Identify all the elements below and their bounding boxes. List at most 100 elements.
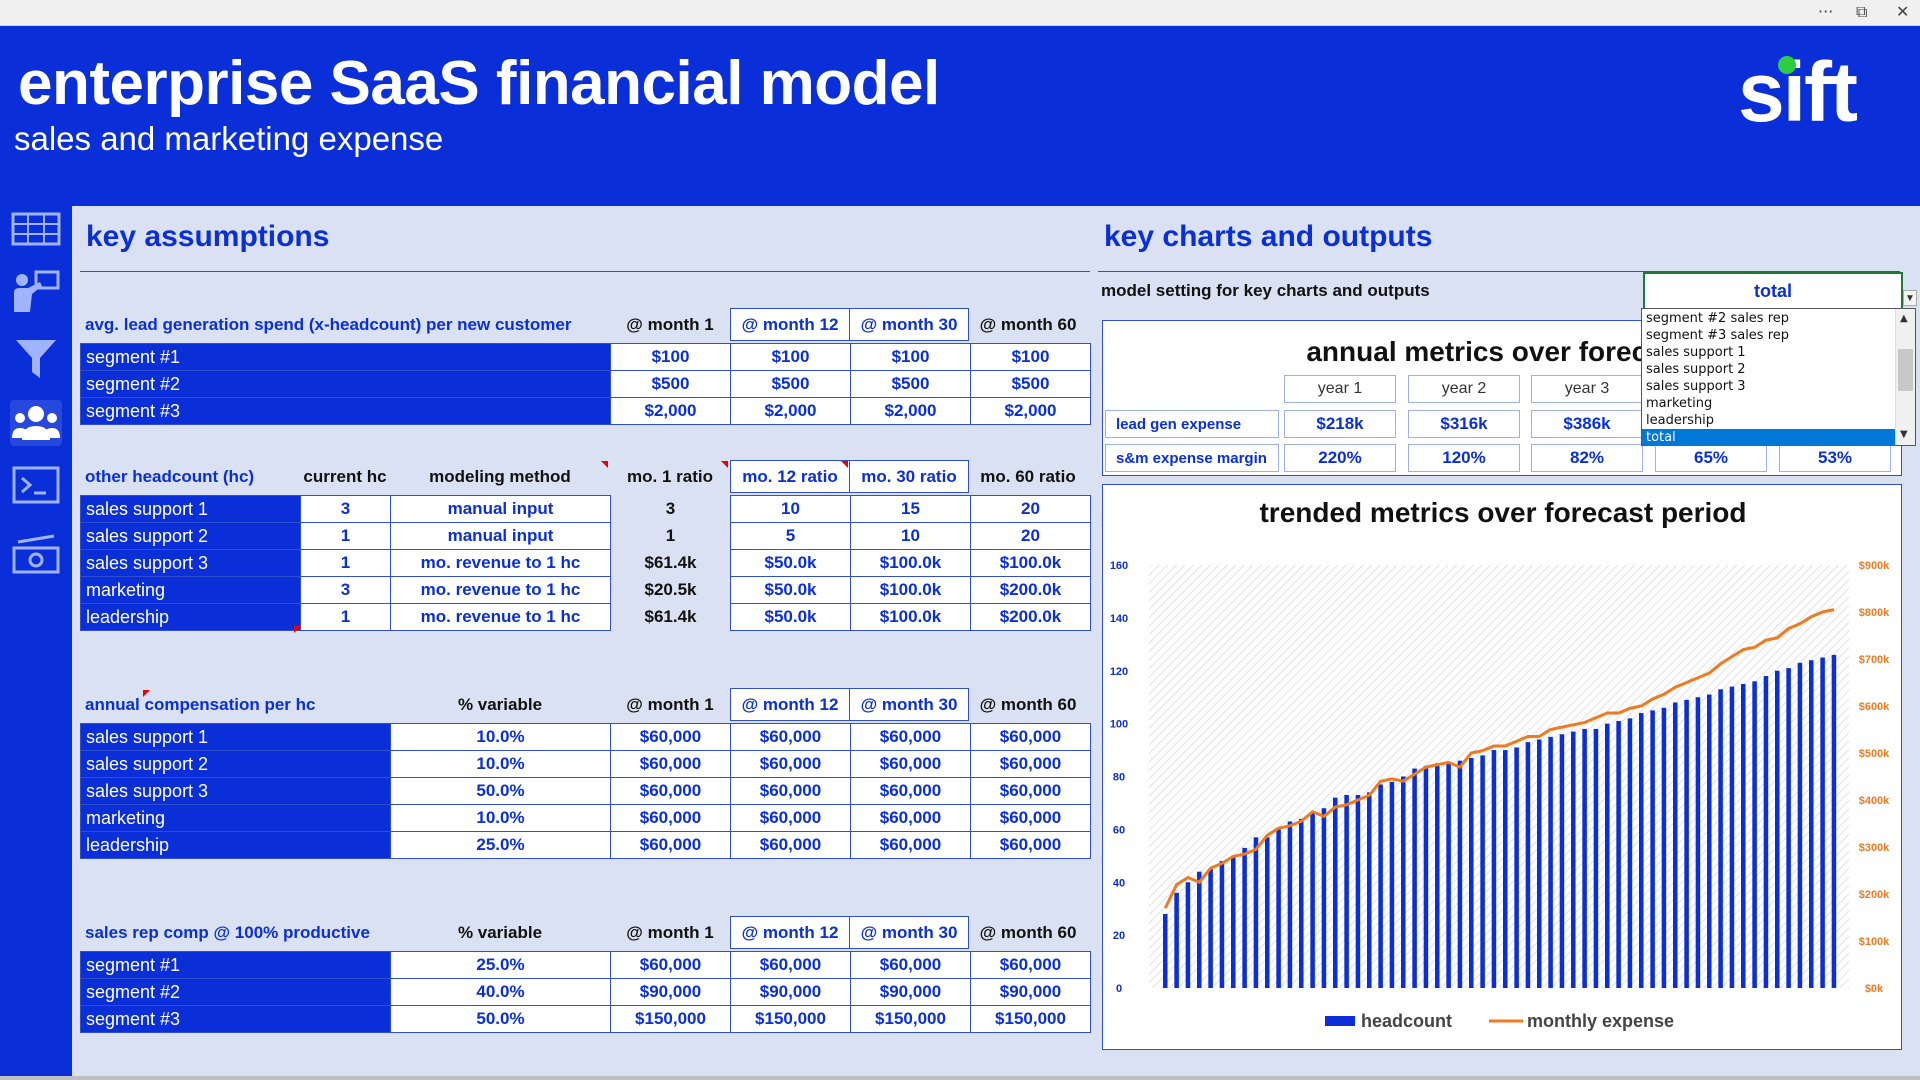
table-cell[interactable]: 5 — [730, 522, 851, 550]
dropdown-scrollbar[interactable]: ▲ ▼ — [1895, 309, 1915, 445]
table-cell[interactable]: $2,000 — [850, 397, 971, 425]
table-cell[interactable]: $60,000 — [610, 951, 731, 979]
table-cell[interactable]: $100 — [970, 343, 1091, 371]
scroll-down-icon[interactable]: ▼ — [1900, 429, 1908, 440]
table-cell[interactable]: 1 — [300, 603, 391, 631]
table-cell[interactable]: $2,000 — [970, 397, 1091, 425]
table-cell[interactable]: $20.5k — [644, 580, 697, 599]
comment-marker[interactable] — [841, 461, 848, 468]
table-cell[interactable]: $60,000 — [850, 750, 971, 778]
dropdown-option[interactable]: marketing — [1646, 396, 1713, 411]
table-cell[interactable]: $50.0k — [730, 603, 851, 631]
table-cell[interactable]: $60,000 — [610, 777, 731, 805]
dropdown-option[interactable]: segment #3 sales rep — [1646, 328, 1790, 343]
dropdown-option[interactable]: segment #2 sales rep — [1646, 311, 1790, 326]
table-cell[interactable]: 10 — [730, 495, 851, 523]
table-cell[interactable]: 1 — [665, 526, 676, 545]
close-icon[interactable]: ✕ — [1896, 2, 1910, 21]
table-cell[interactable]: $100 — [730, 343, 851, 371]
comment-marker[interactable] — [143, 690, 150, 697]
table-cell[interactable]: 40.0% — [390, 978, 611, 1006]
table-cell[interactable]: $60,000 — [730, 951, 851, 979]
terminal-icon[interactable] — [10, 462, 62, 508]
table-cell[interactable]: $60,000 — [850, 777, 971, 805]
table-cell[interactable]: mo. revenue to 1 hc — [390, 603, 611, 631]
table-cell[interactable]: 1 — [300, 522, 391, 550]
scroll-up-icon[interactable]: ▲ — [1900, 313, 1908, 324]
cash-icon[interactable] — [10, 532, 62, 578]
table-cell[interactable]: $60,000 — [610, 723, 731, 751]
table-cell[interactable]: $60,000 — [730, 723, 851, 751]
table-cell[interactable]: $2,000 — [730, 397, 851, 425]
table-cell[interactable]: 15 — [850, 495, 971, 523]
table-cell[interactable]: $60,000 — [970, 804, 1091, 832]
table-cell[interactable]: 50.0% — [390, 1005, 611, 1033]
table-cell[interactable]: $50.0k — [730, 549, 851, 577]
table-cell[interactable]: $60,000 — [610, 750, 731, 778]
chevron-down-icon[interactable]: ▼ — [1903, 290, 1917, 306]
table-cell[interactable]: 25.0% — [390, 831, 611, 859]
table-cell[interactable]: 20 — [970, 495, 1091, 523]
table-cell[interactable]: $90,000 — [610, 978, 731, 1006]
table-cell[interactable]: $60,000 — [850, 951, 971, 979]
table-cell[interactable]: $100.0k — [970, 549, 1091, 577]
model-setting-select[interactable]: total — [1643, 272, 1903, 310]
table-cell[interactable]: $500 — [730, 370, 851, 398]
table-cell[interactable]: $60,000 — [610, 831, 731, 859]
table-cell[interactable]: $90,000 — [850, 978, 971, 1006]
dropdown-option[interactable]: sales support 2 — [1646, 362, 1746, 377]
table-cell[interactable]: $50.0k — [730, 576, 851, 604]
table-cell[interactable]: $90,000 — [970, 978, 1091, 1006]
table-cell[interactable]: $100.0k — [850, 603, 971, 631]
table-cell[interactable]: $500 — [970, 370, 1091, 398]
table-cell[interactable]: $60,000 — [730, 777, 851, 805]
funnel-icon[interactable] — [10, 336, 62, 382]
table-cell[interactable]: $150,000 — [610, 1005, 731, 1033]
table-cell[interactable]: $100 — [610, 343, 731, 371]
table-cell[interactable]: $61.4k — [644, 553, 697, 572]
dropdown-option[interactable]: total — [1642, 429, 1896, 446]
dropdown-option[interactable]: sales support 3 — [1646, 379, 1746, 394]
table-cell[interactable]: $500 — [850, 370, 971, 398]
table-cell[interactable]: $100.0k — [850, 576, 971, 604]
table-cell[interactable]: $60,000 — [730, 750, 851, 778]
table-cell[interactable]: $61.4k — [644, 607, 697, 626]
restore-icon[interactable]: ⧉ — [1856, 2, 1868, 21]
table-cell[interactable]: $60,000 — [730, 831, 851, 859]
table-cell[interactable]: 3 — [665, 499, 676, 518]
table-cell[interactable]: $60,000 — [970, 723, 1091, 751]
comment-marker[interactable] — [294, 626, 301, 633]
table-cell[interactable]: $60,000 — [970, 951, 1091, 979]
table-cell[interactable]: $60,000 — [850, 831, 971, 859]
table-cell[interactable]: $2,000 — [610, 397, 731, 425]
table-cell[interactable]: $60,000 — [850, 723, 971, 751]
table-cell[interactable]: 1 — [300, 549, 391, 577]
table-cell[interactable]: mo. revenue to 1 hc — [390, 576, 611, 604]
table-cell[interactable]: 10.0% — [390, 804, 611, 832]
dropdown-option[interactable]: leadership — [1646, 413, 1715, 428]
table-cell[interactable]: $90,000 — [730, 978, 851, 1006]
table-cell[interactable]: $60,000 — [850, 804, 971, 832]
table-cell[interactable]: 25.0% — [390, 951, 611, 979]
model-setting-dropdown[interactable]: segment #2 sales rep segment #3 sales rep… — [1641, 308, 1916, 446]
table-cell[interactable]: 10.0% — [390, 723, 611, 751]
table-cell[interactable]: $200.0k — [970, 576, 1091, 604]
table-cell[interactable]: 3 — [300, 576, 391, 604]
table-cell[interactable]: $150,000 — [730, 1005, 851, 1033]
table-cell[interactable]: $60,000 — [610, 804, 731, 832]
table-cell[interactable]: $500 — [610, 370, 731, 398]
table-cell[interactable]: manual input — [390, 495, 611, 523]
presenter-icon[interactable] — [10, 268, 62, 314]
scroll-thumb[interactable] — [1898, 349, 1913, 391]
dropdown-option[interactable]: sales support 1 — [1646, 345, 1746, 360]
table-cell[interactable]: 50.0% — [390, 777, 611, 805]
comment-marker[interactable] — [601, 461, 608, 468]
table-icon[interactable] — [10, 206, 62, 252]
table-cell[interactable]: $100.0k — [850, 549, 971, 577]
table-cell[interactable]: $200.0k — [970, 603, 1091, 631]
table-cell[interactable]: $60,000 — [970, 831, 1091, 859]
table-cell[interactable]: $150,000 — [970, 1005, 1091, 1033]
table-cell[interactable]: $150,000 — [850, 1005, 971, 1033]
table-cell[interactable]: $60,000 — [730, 804, 851, 832]
table-cell[interactable]: 20 — [970, 522, 1091, 550]
